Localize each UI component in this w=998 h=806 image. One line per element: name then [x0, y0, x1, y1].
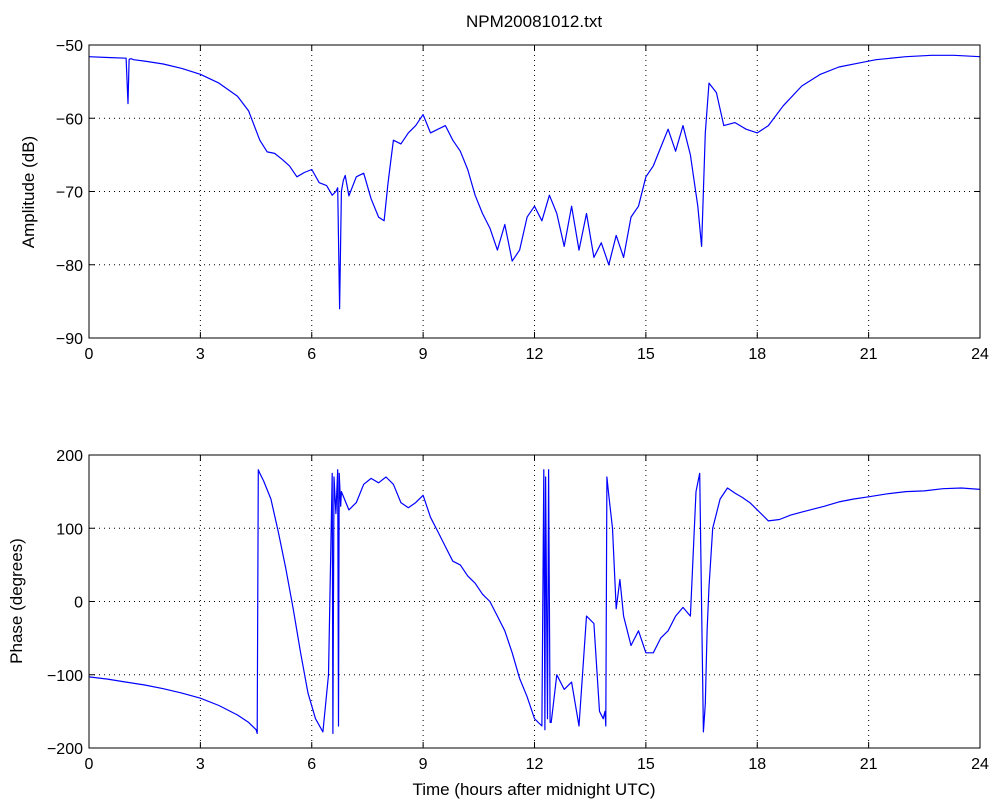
chart-title: NPM20081012.txt [466, 12, 602, 31]
amplitude-x-tick-label: 18 [748, 346, 766, 363]
phase-x-tick-label: 12 [526, 756, 544, 773]
amplitude-x-tick-label: 24 [971, 346, 989, 363]
phase-y-axis-label: Phase (degrees) [7, 538, 26, 664]
phase-plot-area: 0 3 6 9 12 15 18 21 24 −200 −100 0 100 200 [47, 448, 989, 773]
phase-y-tick-label: 0 [74, 595, 83, 612]
amplitude-x-tick-label: 9 [419, 346, 428, 363]
phase-y-tick-label: −200 [47, 741, 83, 758]
phase-x-tick-label: 15 [637, 756, 655, 773]
phase-y-tick-label: 100 [56, 521, 83, 538]
phase-y-tick-label: 200 [56, 448, 83, 465]
phase-series-line [88, 469, 981, 735]
phase-x-tick-label: 0 [85, 756, 94, 773]
phase-x-tick-label: 3 [196, 756, 205, 773]
x-axis-label: Time (hours after midnight UTC) [412, 780, 655, 799]
amplitude-plot-area: 0 3 6 9 12 15 18 21 24 −90 −80 −70 −60 −50 [56, 38, 989, 363]
amplitude-y-tick-label: −50 [56, 38, 83, 55]
phase-panel: Phase (degrees) Time (hours after midnig… [7, 448, 989, 799]
amplitude-y-axis-label: Amplitude (dB) [19, 136, 38, 248]
amplitude-x-tick-label: 15 [637, 346, 655, 363]
amplitude-y-tick-label: −90 [56, 331, 83, 348]
amplitude-panel: NPM20081012.txt Amplitude (dB) 0 3 6 9 12 15 1… [19, 12, 989, 363]
amplitude-series-line [88, 54, 981, 310]
amplitude-x-tick-label: 21 [860, 346, 878, 363]
amplitude-x-tick-label: 3 [196, 346, 205, 363]
phase-x-tick-label: 24 [971, 756, 989, 773]
phase-x-tick-label: 6 [307, 756, 316, 773]
amplitude-y-tick-label: −60 [56, 111, 83, 128]
phase-x-tick-label: 18 [748, 756, 766, 773]
amplitude-x-tick-label: 0 [85, 346, 94, 363]
phase-x-tick-label: 21 [860, 756, 878, 773]
phase-y-tick-label: −100 [47, 668, 83, 685]
amplitude-y-tick-label: −80 [56, 258, 83, 275]
phase-x-tick-label: 9 [419, 756, 428, 773]
amplitude-x-tick-label: 6 [307, 346, 316, 363]
amplitude-y-tick-label: −70 [56, 185, 83, 202]
amplitude-x-tick-label: 12 [526, 346, 544, 363]
